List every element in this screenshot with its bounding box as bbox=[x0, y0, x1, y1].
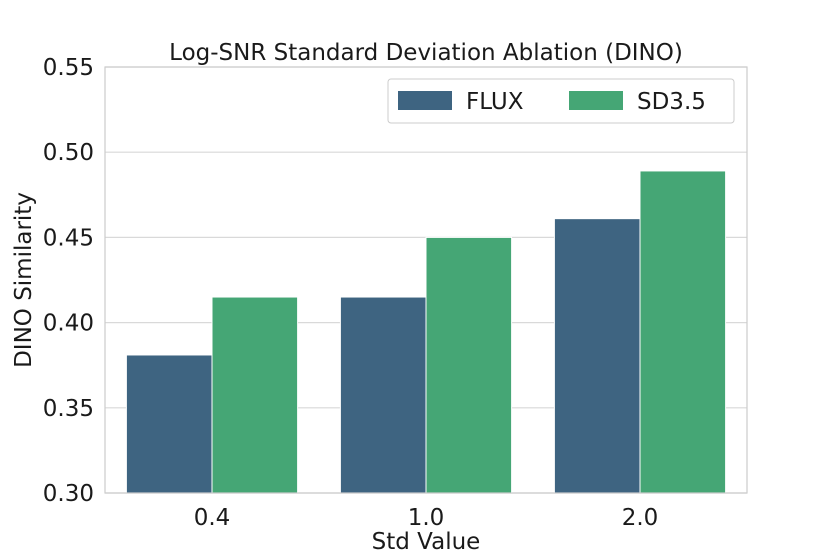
x-tick-labels: 0.4 1.0 2.0 bbox=[194, 505, 659, 531]
legend: FLUX SD3.5 bbox=[387, 78, 735, 124]
bar-sd35-0 bbox=[211, 296, 299, 494]
y-tick-label: 0.45 bbox=[43, 225, 94, 251]
legend-label-sd35: SD3.5 bbox=[637, 89, 706, 115]
x-tick-label: 0.4 bbox=[194, 505, 231, 531]
x-tick-label: 2.0 bbox=[622, 505, 659, 531]
y-tick-label: 0.40 bbox=[43, 311, 94, 337]
bars bbox=[125, 170, 727, 494]
plot-frame bbox=[104, 66, 748, 494]
legend-swatch-sd35 bbox=[569, 91, 623, 110]
y-tick-label: 0.30 bbox=[43, 481, 94, 507]
bar-flux-0 bbox=[125, 354, 213, 494]
legend-label-flux: FLUX bbox=[466, 89, 524, 115]
bar-flux-2 bbox=[553, 218, 641, 494]
chart-title: Log-SNR Standard Deviation Ablation (DIN… bbox=[169, 40, 683, 66]
x-tick-label: 1.0 bbox=[408, 505, 445, 531]
y-tick-label: 0.35 bbox=[43, 396, 94, 422]
legend-swatch-flux bbox=[398, 91, 452, 110]
y-tick-label: 0.50 bbox=[43, 140, 94, 166]
bar-sd35-2 bbox=[639, 170, 727, 494]
legend-frame bbox=[387, 78, 735, 124]
bar-flux-1 bbox=[339, 296, 427, 494]
y-axis-label: DINO Similarity bbox=[11, 192, 37, 368]
y-tick-label: 0.55 bbox=[43, 55, 94, 81]
bar-sd35-1 bbox=[425, 236, 513, 494]
x-axis-label: Std Value bbox=[372, 529, 481, 554]
y-tick-labels: 0.30 0.35 0.40 0.45 0.50 0.55 bbox=[43, 55, 94, 507]
